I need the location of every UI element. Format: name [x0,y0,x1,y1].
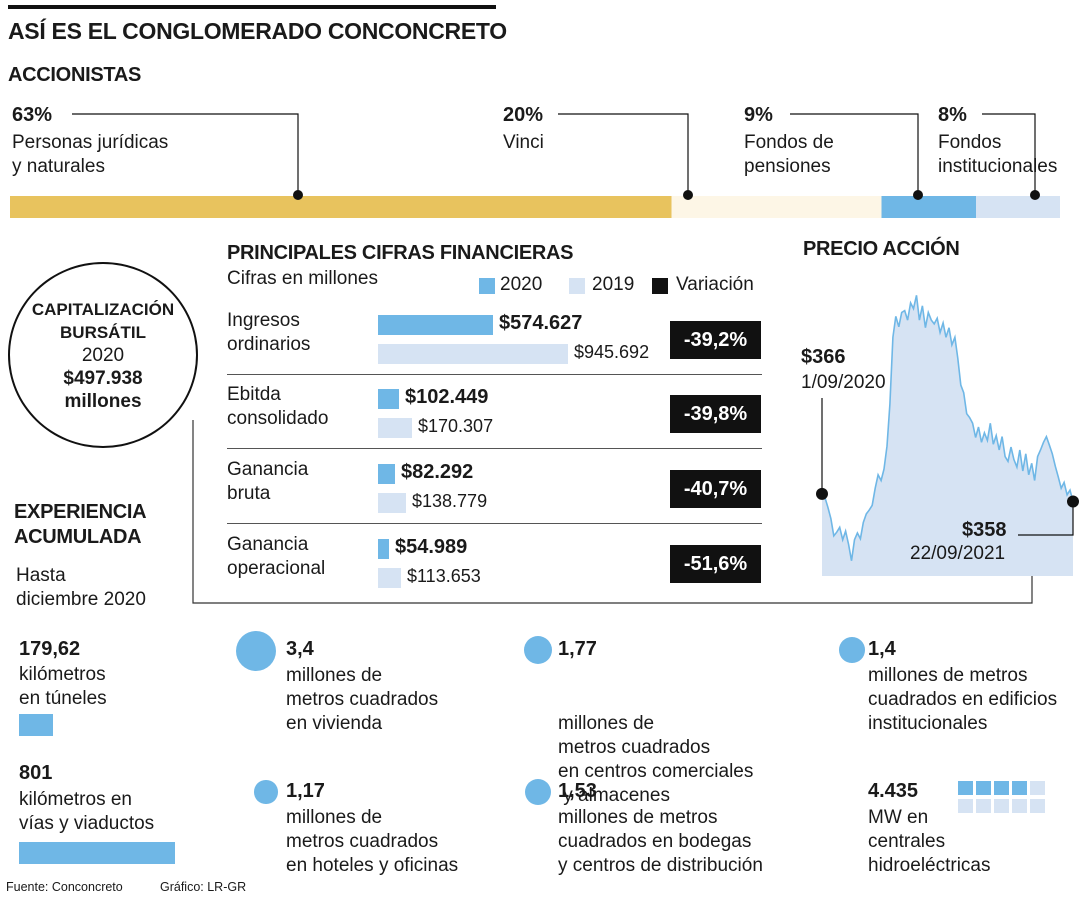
legend-label-2020: 2020 [500,274,543,295]
experience-subheading: Hasta diciembre 2020 [16,565,146,610]
area-circle-institucionales [839,637,865,663]
legend-swatch-variation [652,278,668,294]
legend-label-2019: 2019 [592,274,635,295]
tunnels-number: 179,62 [19,638,81,660]
financials-subheading: Cifras en millones [227,268,378,289]
financials-heading: PRINCIPALES CIFRAS FINANCIERAS [227,242,574,264]
area-circle-comerciales [523,635,553,665]
shareholder-label-1: Vinci [503,132,544,153]
label-2020-1: $102.449 [405,386,489,408]
footer-graphic: Gráfico: LR-GR [160,880,247,894]
footer-source: Fuente: Conconcreto [6,880,123,894]
hydro-number: 4.435 [868,780,919,802]
row-divider [227,374,762,375]
page-title: ASÍ ES EL CONGLOMERADO CONCONCRETO [8,18,507,44]
shareholder-label-0: Personas jurídicas y naturales [12,132,169,177]
label-2020-2: $82.292 [401,461,474,483]
start-date: 1/09/2020 [801,372,886,393]
vivienda-number: 3,4 [286,638,314,660]
legend-swatch-2020 [479,278,495,294]
variation-badge-1: -39,8% [670,395,761,433]
price-line [821,295,1074,561]
bar-2019-0 [378,344,568,364]
vivienda-label: millones de metros cuadrados en vivienda [286,665,439,734]
variation-badge-2: -40,7% [670,470,761,508]
bar-2019-2 [378,493,406,513]
row-divider [227,523,762,524]
area-circle-vivienda [236,631,276,671]
end-date: 22/09/2021 [910,543,1006,564]
bar-2020-3 [378,539,389,559]
shareholder-pct-2: 9% [744,104,773,126]
fin-row-name-3: Ganancia operacional [227,534,326,579]
shareholder-pct-3: 8% [938,104,967,126]
start-price: $366 [801,346,846,368]
bar-2020-0 [378,315,493,335]
label-2019-1: $170.307 [418,416,494,436]
bodegas-number: 1,53 [558,780,597,802]
hydro-grid-icon [958,781,1045,813]
area-circle-bodegas [524,778,552,806]
shareholders-heading: ACCIONISTAS [8,64,141,86]
label-2019-0: $945.692 [574,342,650,362]
tunnels-bar [19,714,53,736]
fin-row-name-1: Ebitda consolidado [227,384,329,429]
legend-label-variation: Variación [676,274,754,295]
fin-row-name-2: Ganancia bruta [227,459,309,504]
shareholder-segment-1 [671,196,882,218]
label-2020-0: $574.627 [499,312,583,334]
shareholder-segment-3 [976,196,1060,218]
label-2019-3: $113.653 [407,566,481,586]
bar-2019-1 [378,418,412,438]
end-price: $358 [962,519,1007,541]
tunnels-label: kilómetros en túneles [19,664,107,709]
roads-bar [19,842,175,864]
bar-2020-2 [378,464,395,484]
capitalization-circle [8,262,198,448]
price-chart [816,295,1079,576]
institucionales-number: 1,4 [868,638,896,660]
end-leader-line [1018,501,1074,536]
bar-2019-3 [378,568,401,588]
shareholder-segment-0 [10,196,672,218]
variation-badge-3: -51,6% [670,545,761,583]
section-bracket [192,420,1033,604]
hoteles-label: millones de metros cuadrados en hoteles y … [286,807,459,876]
price-area [822,295,1073,576]
title-rule [8,5,496,9]
hydro-label: MW en centrales hidroeléctricas [868,807,991,876]
shareholder-label-3: Fondos institucionales [938,132,1058,177]
label-2020-3: $54.989 [395,536,468,558]
label-2019-2: $138.779 [412,491,488,511]
comerciales-number: 1,77 [558,638,597,660]
shareholders-bar [10,113,1060,218]
shareholder-pct-0: 63% [12,104,53,126]
bar-2020-1 [378,389,399,409]
roads-number: 801 [19,762,53,784]
shareholder-segment-2 [881,196,976,218]
hoteles-number: 1,17 [286,780,325,802]
legend-swatch-2019 [569,278,585,294]
roads-label: kilómetros en vías y viaductos [19,789,155,834]
shareholder-pct-1: 20% [503,104,544,126]
experience-heading: EXPERIENCIA ACUMULADA [14,501,147,548]
comerciales-label: millones de metros cuadrados en centros co… [558,713,754,806]
shareholder-label-2: Fondos de pensiones [744,132,834,177]
end-point [1067,495,1079,508]
chart-title: PRECIO ACCIÓN [803,238,960,260]
bodegas-label: millones de metros cuadrados en bodegas y … [558,807,763,876]
fin-row-name-0: Ingresos ordinarios [227,310,311,355]
start-point [816,487,828,500]
area-circle-hoteles [254,780,278,804]
capitalization-label: CAPITALIZACIÓN BURSÁTIL 2020 $497.938 mi… [31,300,175,412]
variation-badge-0: -39,2% [670,321,761,359]
institucionales-label: millones de metros cuadrados en edificios… [868,665,1058,734]
row-divider [227,448,762,449]
